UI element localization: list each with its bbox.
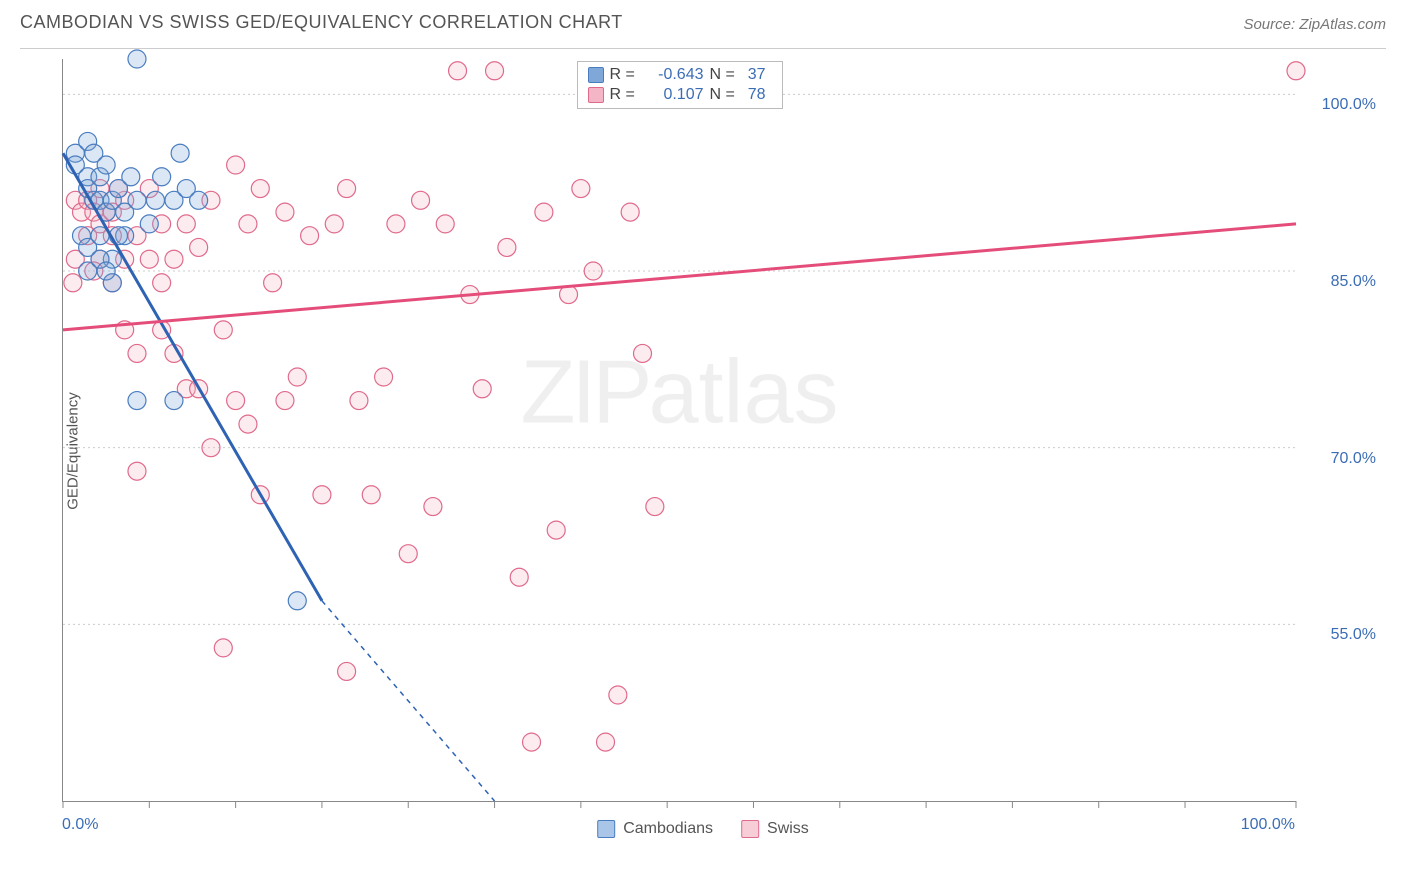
stat-swatch-swiss	[588, 87, 604, 103]
stat-n-value-cambodians: 37	[742, 66, 772, 84]
chart-header: CAMBODIAN VS SWISS GED/EQUIVALENCY CORRE…	[0, 0, 1406, 41]
scatter-svg	[63, 59, 1296, 801]
stat-r-value-swiss: 0.107	[646, 86, 710, 104]
chart-container: GED/Equivalency ZIPatlas R = -0.643 N = …	[20, 48, 1386, 852]
stat-r-label: R =	[610, 66, 646, 84]
chart-source: Source: ZipAtlas.com	[1243, 16, 1386, 33]
stat-n-value-swiss: 78	[742, 86, 772, 104]
legend-label-cambodians: Cambodians	[623, 820, 713, 838]
legend-swatch-cambodians	[597, 820, 615, 838]
stat-swatch-cambodians	[588, 67, 604, 83]
x-tick-label-end: 100.0%	[1241, 816, 1295, 834]
stat-r-label: R =	[610, 86, 646, 104]
chart-title: CAMBODIAN VS SWISS GED/EQUIVALENCY CORRE…	[20, 12, 623, 33]
stats-box: R = -0.643 N = 37 R = 0.107 N = 78	[577, 61, 783, 109]
stat-n-label: N =	[710, 86, 742, 104]
stat-r-value-cambodians: -0.643	[646, 66, 710, 84]
stat-n-label: N =	[710, 66, 742, 84]
plot-area: ZIPatlas R = -0.643 N = 37 R = 0.107 N =…	[62, 59, 1296, 802]
legend-swatch-swiss	[741, 820, 759, 838]
y-tick-label: 55.0%	[1331, 626, 1376, 644]
legend-item-swiss: Swiss	[741, 820, 809, 838]
x-tick-label-start: 0.0%	[62, 816, 98, 834]
legend: Cambodians Swiss	[597, 820, 809, 838]
y-tick-label: 70.0%	[1331, 450, 1376, 468]
legend-label-swiss: Swiss	[767, 820, 809, 838]
y-tick-label: 85.0%	[1331, 273, 1376, 291]
y-tick-label: 100.0%	[1322, 96, 1376, 114]
legend-item-cambodians: Cambodians	[597, 820, 713, 838]
